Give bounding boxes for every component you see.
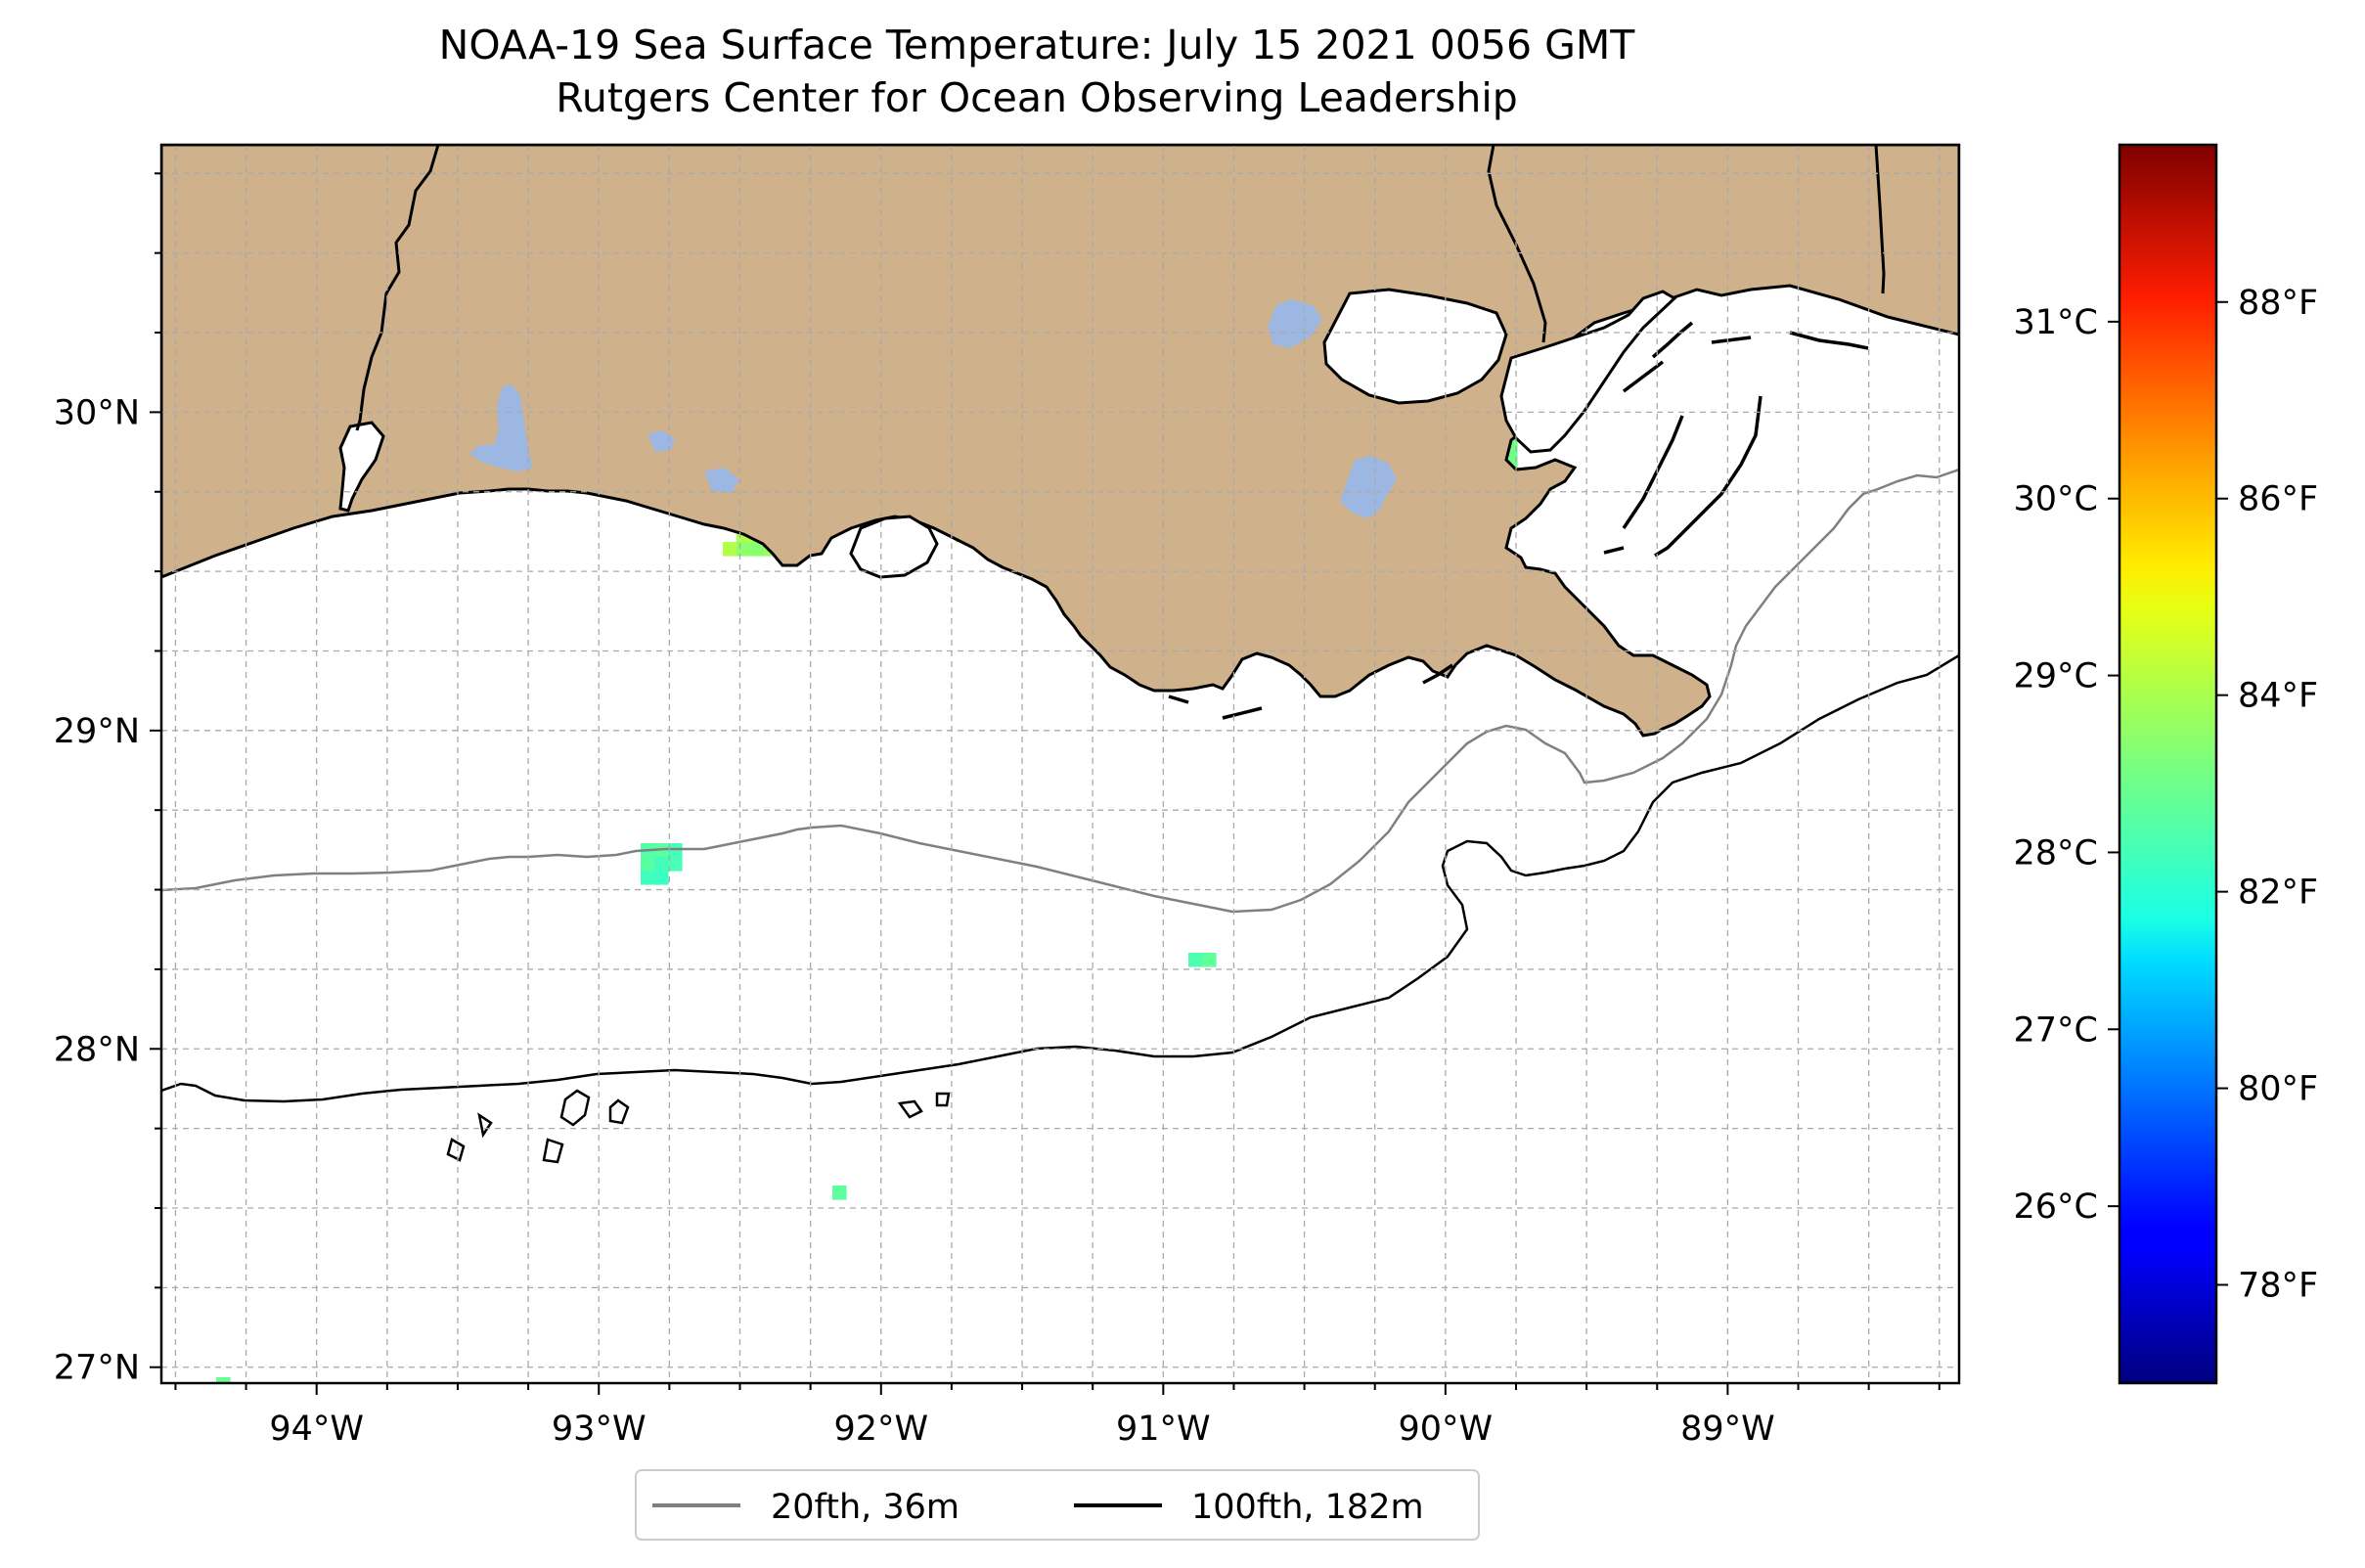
vermilion-bay xyxy=(849,515,939,579)
sst-cell xyxy=(750,542,765,557)
colorbar-fahrenheit-label: 84°F xyxy=(2238,677,2318,716)
lon-tick-label: 94°W xyxy=(269,1410,364,1449)
colorbar-celsius-label: 28°C xyxy=(2014,833,2098,873)
legend-box xyxy=(635,1469,1480,1541)
colorbar-gradient xyxy=(2118,143,2218,1385)
sst-cell xyxy=(736,542,751,557)
gridlines xyxy=(161,145,1959,1383)
sst-cell xyxy=(654,871,669,885)
sst-cell xyxy=(723,542,737,557)
lon-tick-label: 91°W xyxy=(1116,1410,1211,1449)
lon-tick-label: 90°W xyxy=(1399,1410,1494,1449)
map-subtitle: Rutgers Center for Ocean Observing Leade… xyxy=(556,74,1518,121)
contour-20-fathom xyxy=(161,468,1959,914)
colorbar-fahrenheit-label: 78°F xyxy=(2238,1267,2318,1306)
map-title: NOAA-19 Sea Surface Temperature: July 15… xyxy=(438,22,1635,68)
colorbar-celsius-label: 26°C xyxy=(2014,1187,2098,1227)
colorbar-celsius-label: 30°C xyxy=(2014,480,2098,519)
sst-cell xyxy=(1188,953,1203,967)
lat-tick-label: 30°N xyxy=(54,393,140,432)
sabine-lake xyxy=(338,421,385,513)
lake-pontchartrain xyxy=(1322,288,1508,405)
lon-tick-label: 93°W xyxy=(552,1410,647,1449)
colorbar-celsius-label: 29°C xyxy=(2014,657,2098,696)
colorbar-fahrenheit-label: 82°F xyxy=(2238,874,2318,913)
colorbar-fahrenheit-label: 88°F xyxy=(2238,284,2318,323)
colorbar: 26°C 27°C 28°C 29°C 30°C 31°C 78°F 80°F 82°F 84°… xyxy=(2014,143,2318,1385)
inland-lakes xyxy=(469,299,1397,518)
barrier-islands xyxy=(1168,321,1869,720)
land-louisiana xyxy=(161,145,1959,738)
lat-tick-label: 29°N xyxy=(54,712,140,751)
sst-cell xyxy=(641,871,655,885)
sst-cell xyxy=(654,857,669,872)
colorbar-celsius-ticks: 26°C 27°C 28°C 29°C 30°C 31°C xyxy=(2014,303,2120,1227)
sst-cell xyxy=(832,1186,847,1200)
map-frame xyxy=(159,143,1961,1385)
sst-cell xyxy=(668,843,683,858)
legend-label-100fth: 100fth, 182m xyxy=(1191,1488,1424,1527)
latitude-axis: 27°N 28°N 29°N 30°N xyxy=(54,172,161,1388)
legend: 20fth, 36m 100fth, 182m xyxy=(635,1469,1480,1541)
legend-label-20fth: 20fth, 36m xyxy=(771,1488,959,1527)
colorbar-celsius-label: 27°C xyxy=(2014,1010,2098,1050)
sst-cell xyxy=(216,1377,231,1383)
colorbar-fahrenheit-ticks: 78°F 80°F 82°F 84°F 86°F 88°F xyxy=(2216,284,2318,1306)
map-area xyxy=(161,145,1959,1383)
colorbar-fahrenheit-label: 86°F xyxy=(2238,480,2318,519)
sst-cell xyxy=(668,857,683,872)
lon-tick-label: 89°W xyxy=(1680,1410,1775,1449)
colorbar-fahrenheit-label: 80°F xyxy=(2238,1070,2318,1109)
longitude-axis: 94°W 93°W 92°W 91°W 90°W 89°W xyxy=(174,1383,1941,1449)
contour-100-fathom xyxy=(161,653,1959,1103)
sst-cell xyxy=(641,857,655,872)
colorbar-celsius-label: 31°C xyxy=(2014,303,2098,342)
sst-cell xyxy=(1202,953,1217,967)
lat-tick-label: 28°N xyxy=(54,1030,140,1069)
lon-tick-label: 92°W xyxy=(833,1410,928,1449)
lat-tick-label: 27°N xyxy=(54,1349,140,1388)
